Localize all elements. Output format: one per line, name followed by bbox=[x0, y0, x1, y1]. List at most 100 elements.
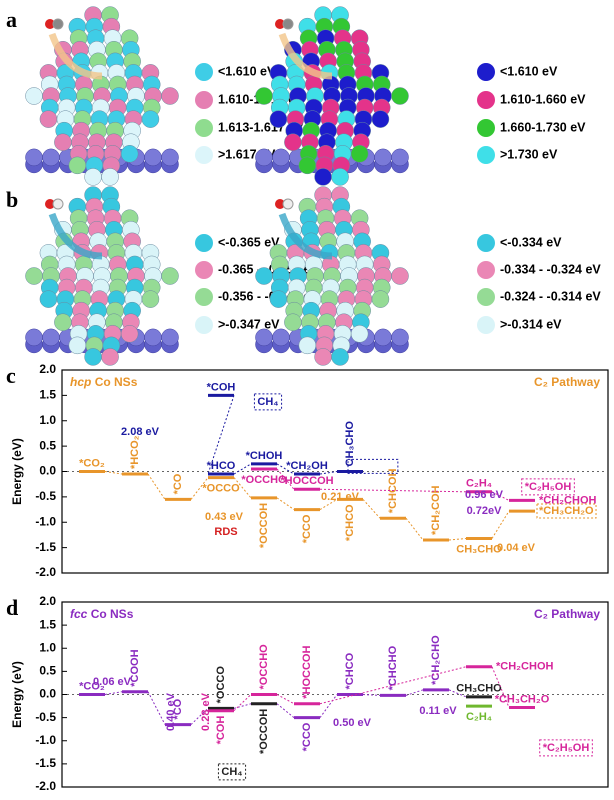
y-tick-label: 0.0 bbox=[39, 464, 56, 478]
surface-atom bbox=[141, 110, 160, 128]
surface-atom bbox=[284, 133, 302, 151]
pathway-connector bbox=[319, 694, 338, 718]
legend-label: 1.610-1.660 eV bbox=[500, 92, 586, 106]
y-tick-label: -1.5 bbox=[35, 756, 56, 770]
level-label: *HOCCOH bbox=[301, 646, 313, 699]
surface-atom bbox=[39, 290, 58, 308]
level-label: *CCO bbox=[301, 722, 313, 751]
adsorbate-arrow bbox=[48, 32, 103, 80]
level-label: *CHOH bbox=[246, 450, 283, 462]
diagram-title: fcc Co NSs bbox=[70, 607, 134, 621]
legend-swatch bbox=[477, 146, 495, 164]
level-label: C₂H₄ bbox=[466, 478, 492, 490]
surface-atom bbox=[331, 168, 349, 186]
annotation: CH₄ bbox=[257, 396, 278, 408]
base-atom bbox=[161, 328, 179, 347]
label-box bbox=[347, 458, 399, 474]
annotation: RDS bbox=[214, 526, 237, 538]
y-tick-label: 1.0 bbox=[39, 413, 56, 427]
level-label: *OCCO bbox=[202, 482, 240, 494]
level-label: *CH₂CHO bbox=[430, 635, 442, 685]
level-label: *CH₂CHOH bbox=[496, 661, 554, 673]
annotation-box bbox=[217, 763, 247, 781]
legend-swatch bbox=[477, 316, 495, 334]
surface-atom bbox=[284, 313, 302, 331]
surface-atom bbox=[161, 267, 179, 285]
nanoparticle-cluster bbox=[25, 186, 179, 366]
y-tick-label: -2.0 bbox=[35, 779, 56, 793]
legend-swatch bbox=[195, 91, 213, 109]
level-label: CH₃CHO bbox=[344, 421, 356, 467]
level-label: *COH bbox=[207, 381, 236, 393]
legend-label: -0.324 - -0.314 eV bbox=[500, 289, 601, 303]
level-label: *OCCHO bbox=[258, 644, 270, 690]
molecule-atom bbox=[45, 199, 55, 209]
surface-atom bbox=[84, 168, 102, 186]
pathway-connector bbox=[319, 471, 338, 475]
level-label: *HCO bbox=[207, 460, 236, 472]
surface-atom bbox=[255, 267, 273, 285]
molecule-atom bbox=[275, 199, 285, 209]
surface-atom bbox=[68, 156, 87, 175]
level-label: *CH₂OH bbox=[286, 460, 328, 472]
pathway-connector bbox=[491, 491, 510, 501]
y-tick-label: 1.5 bbox=[39, 388, 56, 402]
legend-label: <-0.365 eV bbox=[218, 235, 280, 249]
molecule-atom bbox=[52, 198, 64, 210]
pathway-connector bbox=[147, 691, 166, 725]
annotation: *C₂H₅OH bbox=[543, 742, 590, 754]
title-text: Co NSs bbox=[95, 375, 138, 389]
y-tick-label: 1.5 bbox=[39, 617, 56, 631]
molecule-atom bbox=[52, 18, 64, 30]
base-atom bbox=[374, 148, 392, 167]
pathway-label: C₂ Pathway bbox=[534, 375, 600, 389]
legend-label: >-0.347 eV bbox=[218, 317, 280, 331]
legend-swatch bbox=[477, 234, 495, 252]
surface-atom bbox=[84, 348, 102, 366]
legend-swatch bbox=[477, 63, 495, 81]
pathway-connector bbox=[233, 463, 252, 475]
surface-atom bbox=[39, 110, 58, 128]
legend-swatch bbox=[195, 261, 213, 279]
legend-swatch bbox=[477, 119, 495, 137]
y-tick-label: -2.0 bbox=[35, 565, 56, 579]
legend-swatch bbox=[195, 146, 213, 164]
surface-atom bbox=[371, 110, 390, 128]
label-box bbox=[536, 503, 597, 519]
pathway-connector bbox=[448, 537, 467, 541]
level-label: CH₃CHO bbox=[456, 683, 502, 695]
legend-swatch bbox=[477, 288, 495, 306]
legend-label: <1.610 eV bbox=[500, 64, 558, 78]
level-label: *CHCO bbox=[344, 504, 356, 541]
y-tick-label: -1.0 bbox=[35, 514, 56, 528]
surface-atom bbox=[269, 110, 288, 128]
panel-label: a bbox=[6, 7, 17, 32]
surface-atom bbox=[350, 145, 369, 163]
title-text: Co NSs bbox=[91, 607, 134, 621]
surface-atom bbox=[101, 168, 119, 186]
level-label: *CH₃CH₂O bbox=[539, 505, 594, 517]
legend-swatch bbox=[195, 119, 213, 137]
surface-atom bbox=[298, 336, 317, 355]
pathway-connector bbox=[319, 498, 338, 510]
level-label: CH₃CHO bbox=[456, 543, 502, 555]
panel-label: d bbox=[6, 595, 18, 620]
annotation: 0.72eV bbox=[467, 505, 503, 517]
legend-swatch bbox=[477, 261, 495, 279]
base-atom bbox=[144, 148, 162, 167]
level-label: *CH₃CH₂O bbox=[495, 693, 550, 705]
molecule-atom bbox=[275, 19, 285, 29]
annotation: 0.96 eV bbox=[465, 489, 504, 501]
level-label: *CO₂ bbox=[79, 680, 105, 692]
surface-atom bbox=[391, 87, 409, 105]
panel-label: b bbox=[6, 187, 18, 212]
nanoparticle-cluster bbox=[255, 186, 409, 366]
base-atom bbox=[25, 328, 43, 347]
annotation: 0.50 eV bbox=[333, 717, 372, 729]
legend-label: >-0.314 eV bbox=[500, 317, 562, 331]
y-tick-label: -0.5 bbox=[35, 710, 56, 724]
legend-swatch bbox=[195, 63, 213, 81]
base-atom bbox=[255, 148, 273, 167]
adsorbate-arrow bbox=[48, 212, 103, 260]
